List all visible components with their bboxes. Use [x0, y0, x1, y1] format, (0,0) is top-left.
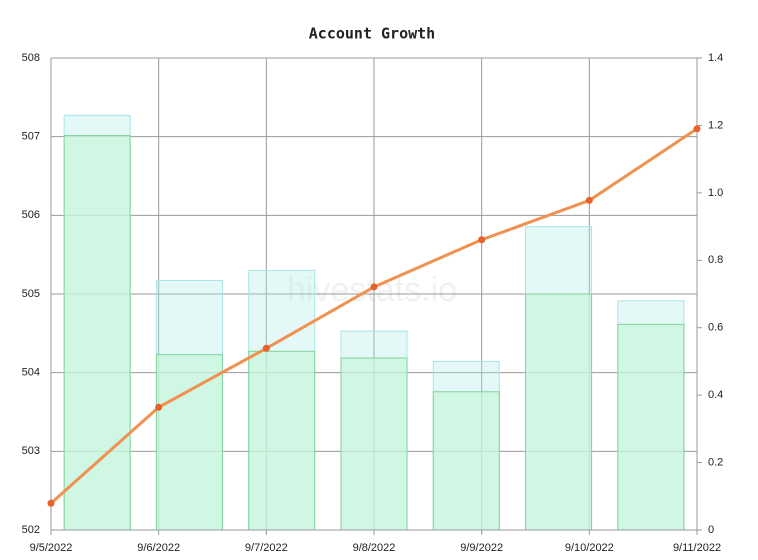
bar: [63, 135, 131, 531]
y-tick-label: 506: [22, 209, 40, 221]
x-tick-label: 9/7/2022: [245, 542, 288, 554]
y2-tick-label: 1.4: [708, 52, 723, 64]
point: [47, 499, 55, 507]
point: [693, 125, 701, 133]
y-tick-label: 505: [22, 288, 40, 300]
y-tick-label: 502: [22, 524, 40, 536]
y-tick-label: 503: [22, 445, 40, 457]
point: [478, 236, 486, 244]
chart-title: Account Growth: [309, 25, 435, 43]
bar: [155, 354, 223, 531]
x-tick-label: 9/8/2022: [353, 542, 396, 554]
y-tick-label: 504: [22, 367, 40, 379]
watermark: hivestats.io: [287, 271, 457, 309]
y2-tick-label: 0: [708, 524, 714, 536]
x-tick-label: 9/11/2022: [673, 542, 721, 554]
y2-tick-label: 0.4: [708, 389, 723, 401]
y-tick-label: 507: [22, 131, 40, 143]
y2-tick-label: 1.2: [708, 119, 723, 131]
bar: [525, 293, 593, 531]
y2-tick-label: 1.0: [708, 187, 723, 199]
point: [585, 196, 593, 204]
y2-tick-label: 0.6: [708, 322, 723, 334]
y2-tick-label: 0.8: [708, 254, 723, 266]
bar: [432, 391, 500, 531]
y-tick-label: 508: [22, 52, 40, 64]
bar: [617, 323, 685, 531]
x-tick-label: 9/10/2022: [565, 542, 614, 554]
x-tick-label: 9/5/2022: [30, 542, 73, 554]
x-tick-label: 9/6/2022: [137, 542, 180, 554]
point: [370, 283, 378, 291]
point: [262, 344, 270, 352]
bar: [248, 350, 316, 531]
x-tick-label: 9/9/2022: [460, 542, 503, 554]
point: [155, 403, 163, 411]
bar: [340, 357, 408, 531]
y2-tick-label: 0.2: [708, 456, 723, 468]
